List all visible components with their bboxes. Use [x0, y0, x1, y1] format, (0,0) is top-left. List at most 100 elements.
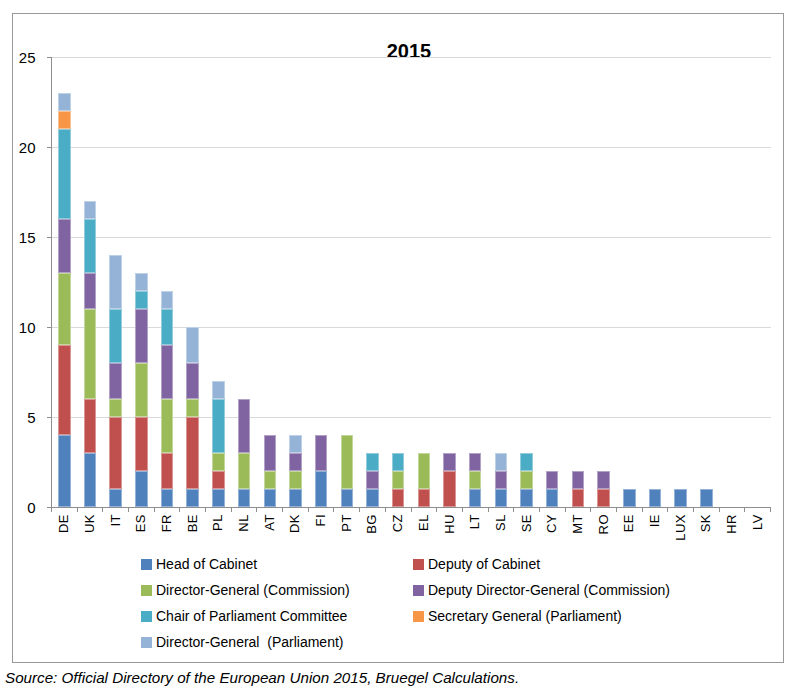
bar-segment: [186, 399, 199, 417]
bar-segment: [58, 273, 71, 345]
bar-segment: [469, 453, 482, 471]
bar-segment: [84, 201, 97, 219]
bar-segment: [315, 471, 328, 507]
gridline: [52, 147, 771, 148]
x-axis-tick: [385, 507, 386, 512]
gridline: [52, 237, 771, 238]
x-axis-tick: [513, 507, 514, 512]
bar-segment: [212, 471, 225, 489]
bar-segment: [597, 471, 610, 489]
x-axis-category-label: BG: [364, 514, 379, 534]
x-axis-tick: [179, 507, 180, 512]
bar-segment: [109, 309, 122, 363]
x-axis-category-label: PL: [210, 514, 225, 531]
bar-segment: [135, 309, 148, 363]
legend-item: Director-General (Parliament): [141, 629, 413, 655]
bar-segment: [418, 453, 431, 489]
gridline: [52, 57, 771, 58]
x-axis-category-label: CZ: [390, 514, 405, 532]
x-axis-tick: [590, 507, 591, 512]
legend-item: Deputy of Cabinet: [413, 551, 670, 577]
x-axis-tick: [667, 507, 668, 512]
x-axis-tick: [256, 507, 257, 512]
bar-segment: [520, 453, 533, 471]
x-axis-tick: [693, 507, 694, 512]
legend-swatch: [413, 611, 424, 622]
y-axis-label: 15: [6, 230, 36, 245]
x-axis-category-label: MT: [570, 514, 585, 534]
bar-segment: [58, 219, 71, 273]
bar-segment: [84, 309, 97, 399]
bar-segment: [109, 255, 122, 309]
bar-segment: [418, 489, 431, 507]
x-axis-tick: [102, 507, 103, 512]
legend-label: Director-General (Commission): [152, 582, 350, 598]
x-axis-tick: [488, 507, 489, 512]
bar-segment: [495, 489, 508, 507]
legend-label: Deputy of Cabinet: [424, 556, 540, 572]
bar-segment: [366, 471, 379, 489]
x-axis-tick: [411, 507, 412, 512]
y-axis-label: 20: [6, 140, 36, 155]
bar-segment: [58, 129, 71, 219]
legend-swatch: [141, 611, 152, 622]
x-axis-tick: [51, 507, 52, 512]
bar-segment: [289, 489, 302, 507]
bar-segment: [572, 489, 585, 507]
page: 2015 0510152025DEUKITESFRBEPLNLATDKFIPTB…: [0, 0, 809, 700]
bar-segment: [58, 111, 71, 129]
bar-segment: [58, 435, 71, 507]
bar-segment: [58, 93, 71, 111]
x-axis-category-label: HR: [724, 514, 739, 534]
legend-label: Deputy Director-General (Commission): [424, 582, 670, 598]
legend: Head of Cabinet Deputy of Cabinet Director…: [141, 551, 670, 655]
bar-segment: [341, 489, 354, 507]
bar-segment: [161, 345, 174, 399]
bar-segment: [674, 489, 687, 507]
bar-segment: [366, 453, 379, 471]
bar-segment: [186, 417, 199, 489]
legend-item: Secretary General (Parliament): [413, 603, 670, 629]
bar-segment: [238, 453, 251, 489]
bar-segment: [341, 435, 354, 489]
x-axis-tick: [154, 507, 155, 512]
bar-segment: [161, 291, 174, 309]
bar-segment: [84, 453, 97, 507]
bar-segment: [315, 435, 328, 471]
legend-item: Chair of Parliament Committee: [141, 603, 413, 629]
legend-label: Head of Cabinet: [152, 556, 257, 572]
x-axis-category-label: SL: [493, 514, 508, 531]
x-axis-category-label: DK: [287, 514, 302, 533]
bar-segment: [135, 291, 148, 309]
x-axis-category-label: DE: [56, 514, 71, 533]
y-axis-label: 10: [6, 320, 36, 335]
bar-segment: [238, 399, 251, 453]
bar-segment: [161, 453, 174, 489]
x-axis-category-label: FR: [159, 514, 174, 532]
bar-segment: [135, 417, 148, 471]
bar-segment: [186, 363, 199, 399]
bar-segment: [443, 471, 456, 507]
chart-title: 2015: [49, 40, 769, 63]
bar-segment: [109, 399, 122, 417]
bar-segment: [520, 489, 533, 507]
x-axis-category-label: PT: [339, 514, 354, 532]
legend-item: Director-General (Commission): [141, 577, 413, 603]
gridline: [52, 417, 771, 418]
x-axis-category-label: LUX: [673, 514, 688, 541]
x-axis-category-label: FI: [313, 514, 328, 527]
bar-segment: [161, 399, 174, 453]
x-axis-tick: [436, 507, 437, 512]
legend-label: Chair of Parliament Committee: [152, 608, 347, 624]
x-axis-tick: [359, 507, 360, 512]
x-axis-tick: [282, 507, 283, 512]
bar-segment: [84, 219, 97, 273]
x-axis-tick: [333, 507, 334, 512]
x-axis-category-label: RO: [596, 514, 611, 535]
bar-segment: [289, 435, 302, 453]
x-axis-category-label: IT: [108, 514, 123, 527]
x-axis-category-label: ES: [133, 514, 148, 532]
bar-segment: [700, 489, 713, 507]
x-axis-tick: [308, 507, 309, 512]
bar-segment: [212, 489, 225, 507]
